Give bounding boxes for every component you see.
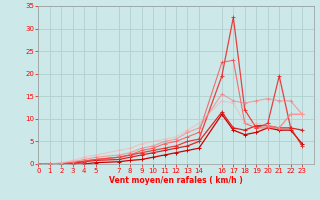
X-axis label: Vent moyen/en rafales ( km/h ): Vent moyen/en rafales ( km/h )	[109, 176, 243, 185]
